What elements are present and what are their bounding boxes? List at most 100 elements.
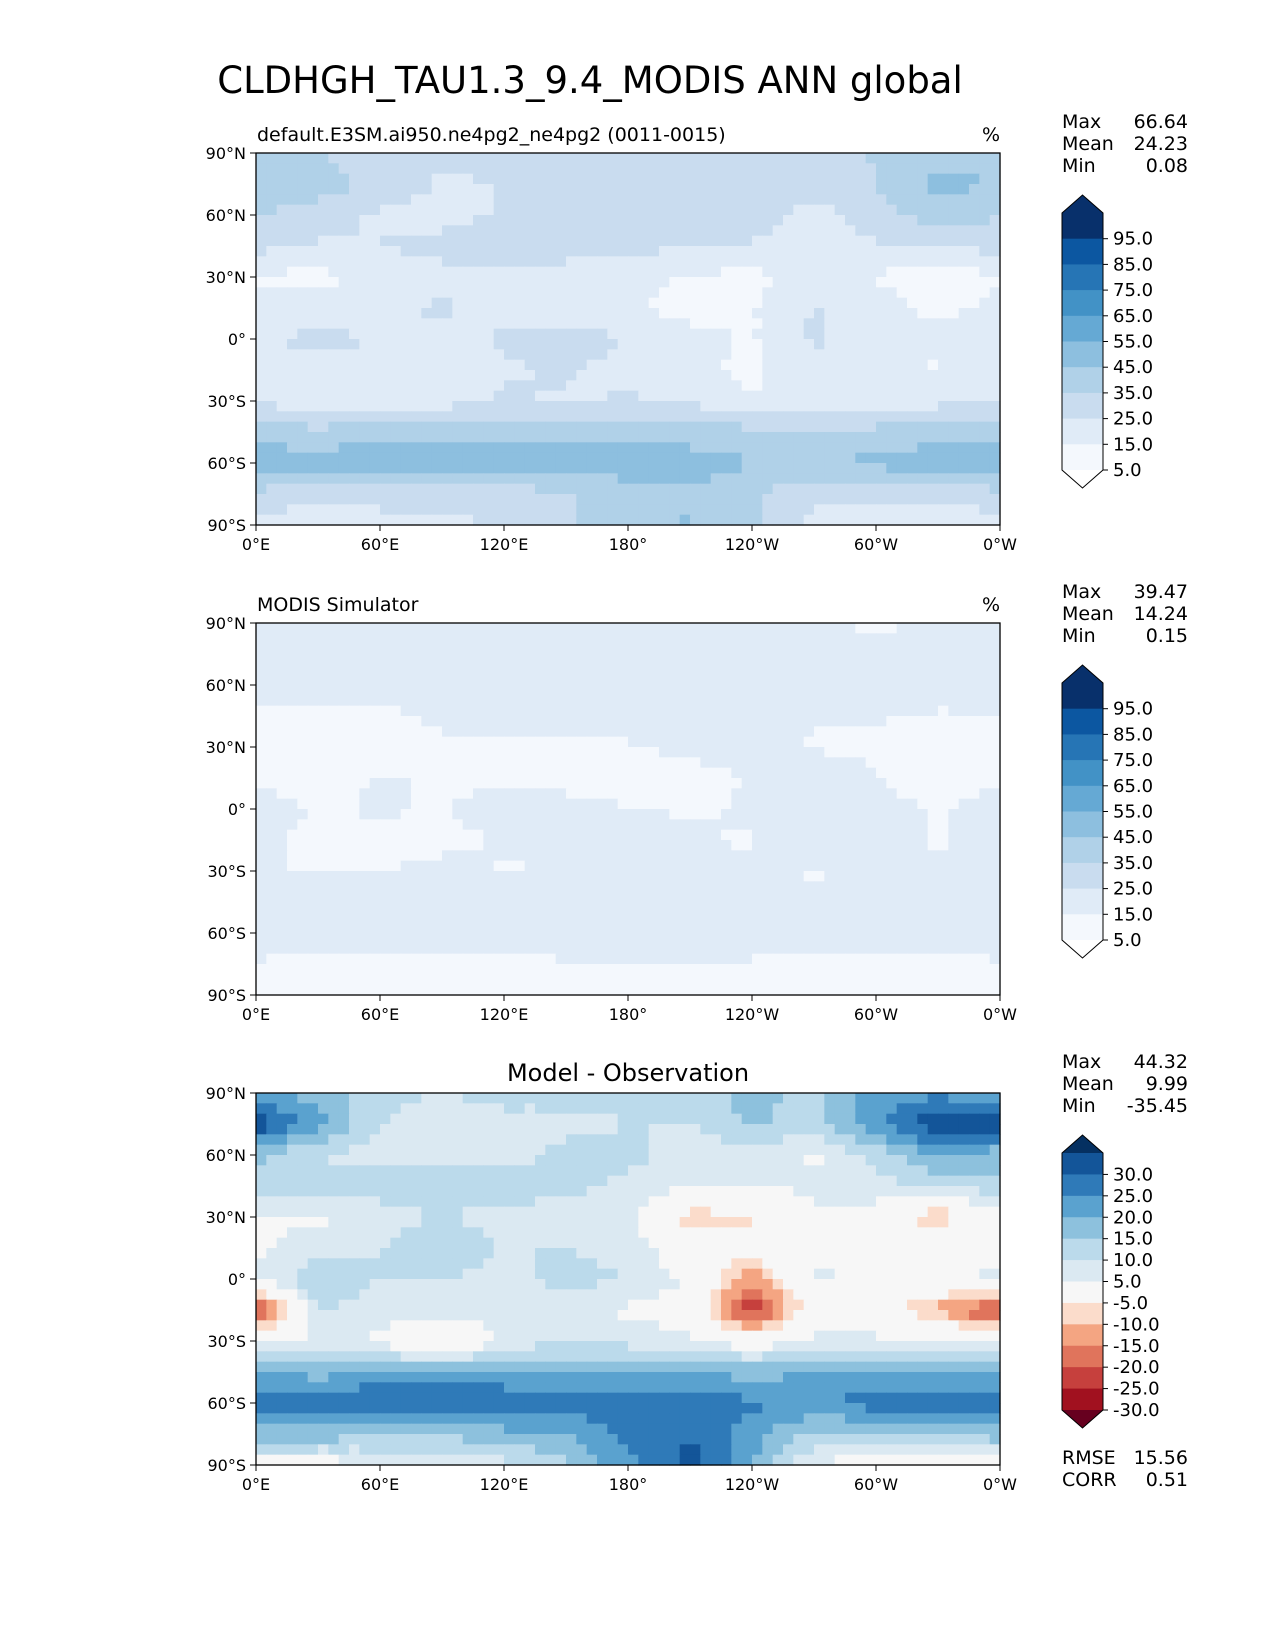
field-cell [824,685,836,696]
field-cell [421,933,433,944]
field-cell [287,767,298,779]
field-cell [948,380,960,392]
field-cell [266,287,278,299]
field-cell [679,380,691,392]
field-cell [555,266,567,278]
field-cell [349,726,360,738]
field-cell [917,246,929,257]
field-cell [793,654,805,665]
field-cell [762,705,774,717]
field-cell [617,194,629,206]
field-cell [679,235,691,247]
field-cell [493,726,505,738]
field-cell [896,235,908,247]
field-cell [948,891,960,903]
field-cell [256,370,267,381]
field-cell [731,411,743,423]
field-cell [421,328,433,340]
field-cell [617,726,629,738]
field-cell [287,881,298,893]
field-cell [845,349,856,361]
field-cell [307,401,319,412]
field-cell [731,349,743,361]
field-cell [266,401,278,412]
field-cell [524,850,536,862]
field-cell [359,736,371,748]
field-cell [752,674,763,686]
field-cell [969,184,980,195]
field-cell [628,266,639,278]
field-cell [369,349,381,361]
field-cell [752,494,763,505]
field-cell [287,153,298,164]
field-cell [452,716,464,727]
field-cell [535,871,546,882]
field-cell [865,716,877,727]
field-cell [648,726,660,738]
field-cell [545,473,557,485]
field-cell [276,442,288,454]
field-cell [648,891,660,903]
field-cell [938,829,949,841]
field-cell [297,726,309,738]
field-cell [504,266,515,278]
field-cell [948,173,960,185]
field-cell [338,757,350,769]
field-cell [566,922,577,934]
field-cell [349,504,360,516]
field-cell [421,266,433,278]
field-cell [452,643,464,655]
field-cell [504,933,515,944]
field-cell [979,432,991,443]
field-cell [793,933,805,944]
field-cell [669,736,681,748]
field-cell [638,685,650,696]
field-cell [535,194,546,206]
field-cell [421,463,433,474]
field-cell [431,778,443,789]
field-cell [266,819,278,831]
field-cell [369,184,381,195]
field-cell [256,328,267,340]
field-cell [876,726,887,738]
field-cell [328,747,340,758]
field-cell [617,716,629,727]
field-cell [896,767,908,779]
field-cell [979,339,991,350]
field-cell [679,514,691,526]
field-cell [493,685,505,696]
field-cell [411,432,422,443]
field-cell [338,736,350,748]
field-cell [576,695,588,707]
field-cell [586,829,598,841]
field-cell [886,359,898,371]
field-cell [349,788,360,800]
field-cell [669,891,681,903]
field-cell [659,370,670,381]
field-cell [421,860,433,872]
field-cell [411,256,422,268]
field-cell [493,819,505,831]
field-cell [586,442,598,454]
field-cell [597,297,608,309]
field-cell [927,380,939,392]
field-cell [555,716,567,727]
field-cell [442,287,453,299]
field-cell [524,266,536,278]
field-cell [431,359,443,371]
field-cell [989,674,1001,686]
field-cell [369,370,381,381]
field-cell [617,514,629,526]
field-cell [896,473,908,485]
field-cell [462,788,474,800]
field-cell [452,685,464,696]
field-cell [617,225,629,237]
field-cell [958,767,970,779]
field-cell [927,767,939,779]
field-cell [349,370,360,381]
field-cell [638,266,650,278]
field-cell [979,860,991,872]
field-cell [772,747,784,758]
field-cell [876,473,887,485]
field-cell [617,736,629,748]
